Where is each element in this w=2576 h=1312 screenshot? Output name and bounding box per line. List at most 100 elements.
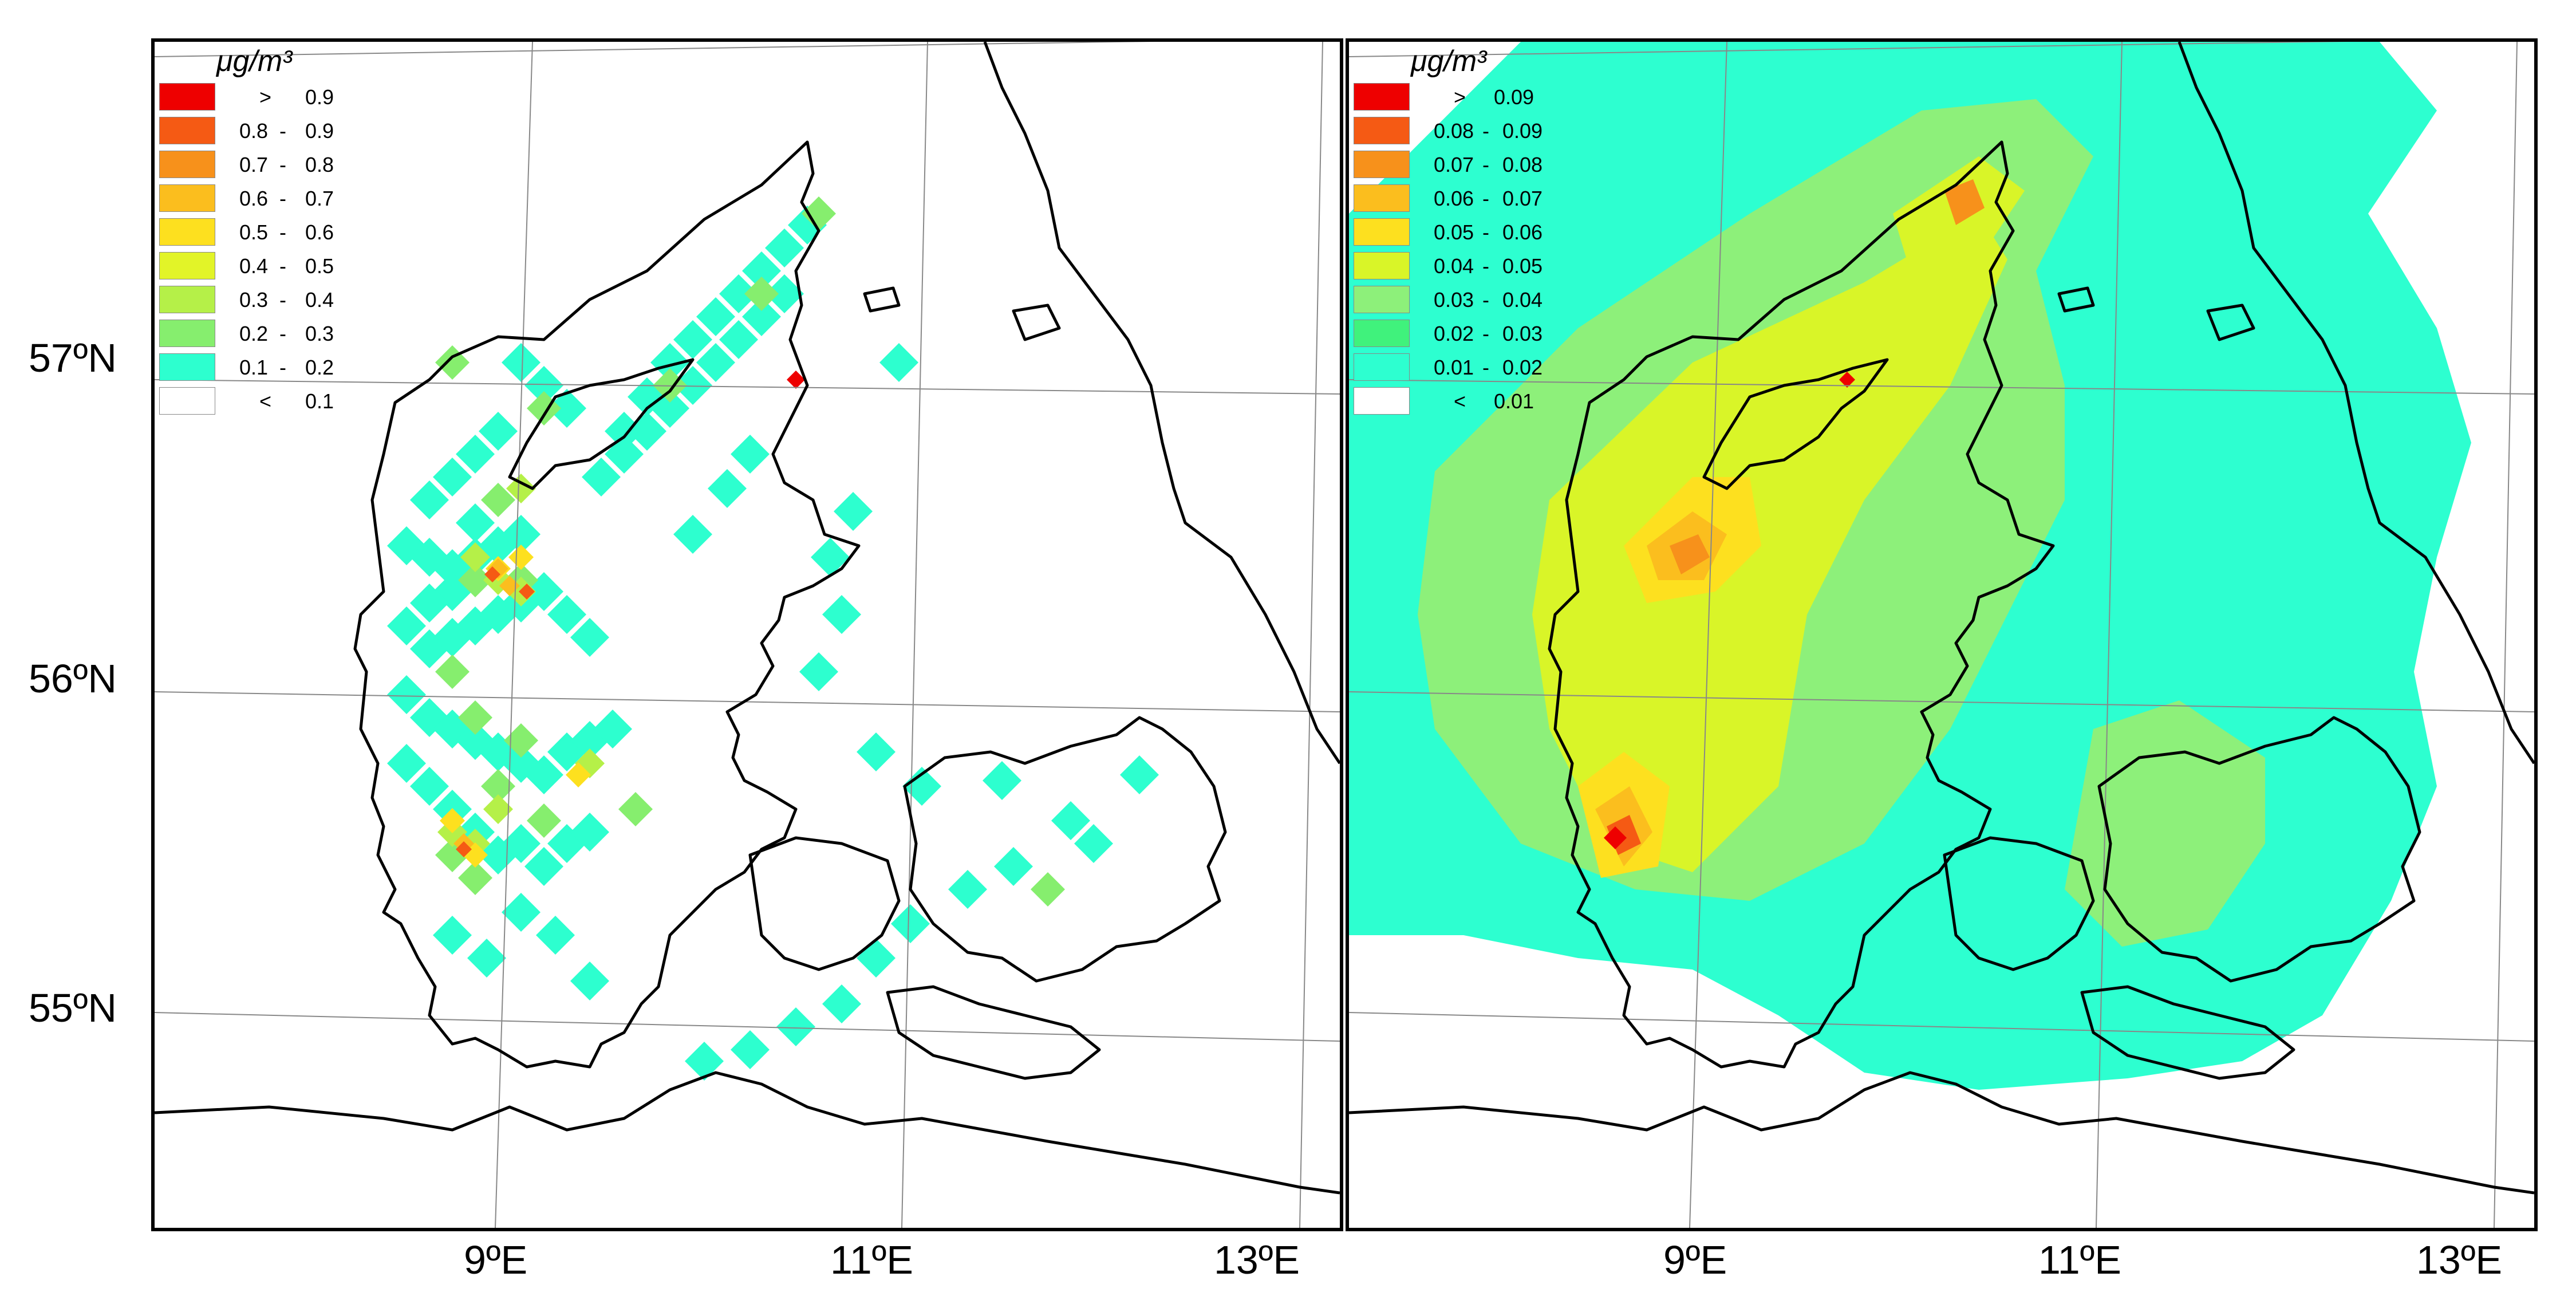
concentration-cell: [685, 1042, 724, 1081]
concentration-cell: [536, 916, 575, 955]
legend-row: 0.02-0.03: [1354, 317, 1594, 350]
concentration-cell: [481, 769, 515, 803]
legend-dash: -: [1482, 322, 1489, 345]
concentration-cell: [787, 371, 805, 389]
concentration-cell: [776, 1007, 815, 1046]
concentration-cell: [605, 412, 644, 451]
legend-swatch: [159, 151, 215, 178]
coastline-anholt: [2057, 286, 2095, 313]
concentration-cell: [433, 458, 472, 497]
legend-operator: >: [259, 85, 272, 109]
legend-dash: -: [279, 254, 286, 278]
legend-swatch: [1354, 184, 1410, 212]
concentration-cell: [983, 761, 1021, 800]
legend-dash: -: [1482, 220, 1489, 244]
legend-operator: <: [1454, 389, 1466, 413]
legend-swatch: [1354, 286, 1410, 313]
legend-row: 0.03-0.04: [1354, 283, 1594, 316]
field-0.07-0.08-north: [1944, 179, 1985, 225]
legend-value: 0.1: [305, 389, 334, 413]
legend-swatch: [1354, 218, 1410, 246]
concentration-cell: [822, 595, 861, 634]
graticule-line: [1349, 379, 2534, 395]
coastline-jutland: [1548, 140, 2055, 1069]
coastline-zealand: [2097, 716, 2421, 983]
legend-dash: -: [1482, 288, 1489, 312]
concentration-cell: [460, 542, 490, 572]
map-left-svg: [155, 42, 1340, 1228]
graticule-right: [1349, 42, 2534, 1228]
concentration-cell: [1074, 824, 1113, 863]
legend-row: <0.1: [159, 385, 400, 417]
concentration-cell: [1604, 826, 1627, 849]
concentration-cell: [387, 606, 426, 645]
legend-dash: -: [279, 220, 286, 244]
concentration-cell: [744, 277, 779, 311]
legend-value-low: 0.6: [239, 187, 269, 210]
concentration-cell: [731, 435, 770, 474]
concentration-cell: [483, 794, 513, 824]
legend-value-high: 0.05: [1502, 254, 1543, 278]
concentration-cell: [456, 503, 495, 542]
legend-swatch: [1354, 387, 1410, 415]
concentration-cell: [731, 1030, 770, 1069]
coastline-limfjord: [1702, 358, 1889, 490]
legend-dash: -: [279, 153, 286, 176]
concentration-cell: [508, 545, 534, 570]
graticule-line: [1299, 42, 1323, 1228]
legend-value-low: 0.7: [239, 153, 269, 176]
concentration-cell: [1120, 755, 1159, 794]
concentration-cell: [857, 732, 896, 771]
legend-dash: -: [279, 119, 286, 143]
legend-row: 0.2-0.3: [159, 317, 400, 350]
coastline-laeso: [1012, 304, 1061, 341]
legend-swatch: [159, 320, 215, 347]
concentration-cell: [502, 893, 541, 932]
graticule-line: [155, 42, 1155, 57]
concentration-cell: [433, 916, 472, 955]
concentration-cell: [458, 861, 492, 895]
lon-label-left-13: 13ºE: [1214, 1238, 1300, 1282]
concentration-cell: [673, 366, 712, 405]
concentration-cell: [458, 563, 492, 597]
lon-label-right-11: 11ºE: [2038, 1238, 2121, 1282]
concentration-cell: [719, 320, 758, 359]
coastline-sweden: [2177, 42, 2534, 765]
concentration-cell: [527, 803, 561, 838]
concentration-cell: [742, 297, 781, 336]
concentration-cell: [506, 474, 536, 503]
concentration-cell: [811, 538, 850, 577]
concentration-cell: [696, 343, 735, 382]
legend-swatch: [1354, 353, 1410, 381]
concentration-cell: [479, 412, 518, 451]
concentration-cell: [822, 984, 861, 1023]
coastline-lolland: [2080, 985, 2295, 1080]
concentration-cell: [502, 515, 541, 554]
concentration-cell: [696, 297, 735, 336]
legend-value-high: 0.04: [1502, 288, 1543, 312]
concentration-cell: [618, 792, 653, 826]
coastline-zealand: [903, 716, 1227, 983]
concentration-cell: [673, 320, 712, 359]
concentration-cell: [891, 904, 930, 943]
concentration-cell: [456, 841, 472, 857]
concentration-cell: [799, 652, 838, 691]
concentration-cell: [547, 595, 586, 634]
graticule-line: [1349, 42, 2349, 57]
concentration-cell: [834, 492, 873, 531]
graticule-line: [1349, 1012, 2534, 1042]
concentration-cell: [948, 870, 987, 909]
legend-swatch: [159, 83, 215, 111]
legend-value: 0.9: [305, 85, 334, 109]
legend-dash: -: [1482, 356, 1489, 379]
concentration-cell: [1031, 872, 1065, 907]
legend-value-low: 0.06: [1434, 187, 1474, 210]
legend-value-low: 0.3: [239, 288, 269, 312]
coastline-limfjord: [508, 358, 695, 490]
concentration-cell: [857, 939, 896, 978]
coastline-laeso: [2206, 304, 2255, 341]
concentration-cell: [650, 343, 689, 382]
graticule-line: [2494, 42, 2518, 1228]
concentration-cell: [458, 700, 492, 735]
legend-value-high: 0.8: [305, 153, 334, 176]
